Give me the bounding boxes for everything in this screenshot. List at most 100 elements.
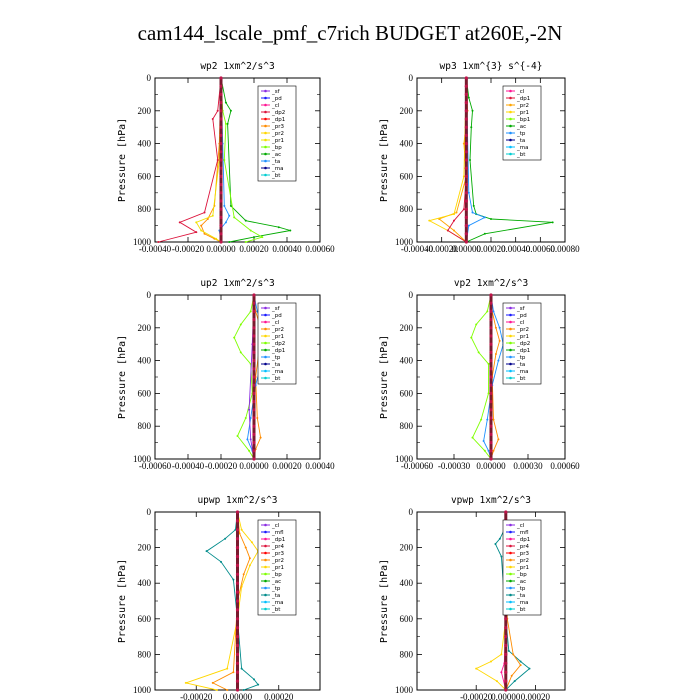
series-point — [216, 109, 219, 112]
series-point — [239, 323, 242, 326]
series-point — [248, 557, 251, 560]
series-line-dp1 — [447, 78, 467, 243]
zero-line-marker — [464, 101, 468, 105]
legend-marker — [264, 586, 267, 590]
series-point — [498, 537, 501, 540]
series-point — [492, 418, 495, 421]
legend-entry: _tp — [516, 355, 526, 361]
zero-line-marker — [489, 375, 493, 379]
y-tick-label: 0 — [409, 507, 414, 517]
zero-line-marker — [252, 334, 256, 338]
legend-entry: _pr2 — [271, 327, 284, 333]
series-point — [249, 310, 252, 313]
series-point — [494, 326, 497, 329]
zero-line-marker — [504, 679, 508, 683]
series-point — [551, 221, 554, 224]
series-line-pr3 — [200, 77, 222, 243]
x-tick-label: 0.00060 — [526, 244, 556, 254]
legend-entry: _bt — [271, 607, 281, 613]
series-point — [277, 226, 280, 229]
series-line-tp — [483, 294, 504, 460]
legend-entry: _pr4 — [516, 544, 530, 550]
series-line-bp — [220, 77, 264, 243]
zero-line-marker — [489, 391, 493, 395]
series-line-tp — [465, 77, 486, 243]
legend-marker — [509, 320, 512, 324]
series-point — [490, 660, 492, 663]
zero-line-marker — [464, 174, 468, 178]
panel-title: wp2 1xm^2/s^3 — [200, 61, 274, 72]
series-point — [178, 221, 181, 224]
zero-line-marker — [219, 174, 223, 178]
legend-marker — [264, 579, 267, 583]
legend-entry: _cl — [516, 523, 525, 529]
legend-marker — [264, 530, 267, 534]
zero-line-marker — [235, 626, 240, 630]
x-tick-label: 0.00020 — [272, 461, 302, 471]
legend-marker — [509, 327, 512, 331]
series-point — [510, 674, 513, 677]
chart-panels: wp2 1xm^2/s^3 Pressure [hPa] 0 200 400 600 800… — [117, 61, 580, 700]
zero-line-marker — [464, 150, 468, 154]
legend-marker — [509, 607, 512, 611]
legend-entry: _bt — [271, 376, 281, 382]
panel-title: vpwp 1xm^2/s^3 — [451, 495, 531, 506]
x-tick-label: -0.00060 — [401, 461, 434, 471]
series-point — [480, 418, 483, 421]
legend-entry: _bt — [271, 173, 281, 179]
series-point — [249, 229, 252, 232]
series-point — [513, 680, 516, 683]
series-point — [249, 438, 252, 441]
x-tick-label: 0.00080 — [550, 244, 580, 254]
legend-entry: _bp — [516, 572, 527, 578]
series-point — [242, 689, 245, 691]
zero-line-marker — [235, 679, 240, 683]
legend-entry: _ta — [516, 362, 525, 368]
series-point — [477, 351, 480, 354]
legend-marker — [509, 593, 512, 597]
y-axis-label: Pressure [hPa] — [379, 335, 390, 419]
series-line-dp2 — [158, 77, 222, 243]
legend-entry: _dp1 — [271, 117, 285, 123]
legend-marker — [509, 341, 512, 345]
zero-line-marker — [504, 670, 508, 674]
legend-marker — [264, 152, 267, 156]
zero-line-marker — [464, 215, 468, 219]
y-tick-label: 200 — [138, 106, 152, 116]
legend-entry: _pr1 — [271, 565, 284, 571]
series-point — [467, 191, 470, 194]
series-point — [497, 438, 500, 441]
zero-line-marker — [489, 334, 493, 338]
legend-entry: _tp — [271, 586, 281, 592]
legend-entry: _ma — [271, 166, 283, 172]
legend-entry: _sf — [516, 306, 526, 312]
series-point — [471, 436, 474, 439]
legend-entry: _tp — [516, 586, 526, 592]
legend-marker — [509, 145, 512, 149]
legend-marker — [509, 96, 512, 100]
legend-marker — [509, 544, 512, 548]
zero-line-marker — [235, 599, 240, 603]
series-point — [229, 204, 232, 207]
y-tick-label: 200 — [400, 543, 414, 553]
zero-line-marker — [219, 166, 223, 170]
series-point — [239, 351, 242, 354]
series-point — [200, 224, 203, 227]
y-tick-label: 1000 — [133, 454, 152, 464]
legend-entry: _bp — [271, 572, 282, 578]
panel-2: wp3 1xm^{3} s^{-4} Pressure [hPa] 0 200 400 6… — [379, 61, 580, 254]
zero-line-marker — [235, 519, 240, 523]
y-tick-label: 1000 — [395, 454, 414, 464]
y-tick-label: 600 — [138, 614, 152, 624]
legend-entry: _ac — [271, 579, 281, 585]
legend-entry: _pr1 — [516, 334, 529, 340]
series-point — [246, 438, 249, 441]
zero-line-marker — [464, 166, 468, 170]
legend-marker — [264, 551, 267, 555]
legend-marker — [264, 166, 267, 170]
x-tick-label: 0.00020 — [264, 692, 294, 700]
legend-marker — [509, 600, 512, 604]
series-point — [253, 236, 255, 239]
zero-line-marker — [235, 661, 240, 665]
series-point — [195, 221, 198, 224]
